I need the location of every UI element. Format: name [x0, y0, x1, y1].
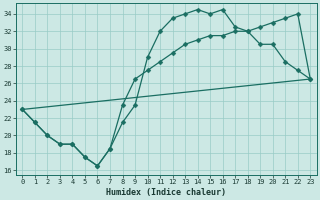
X-axis label: Humidex (Indice chaleur): Humidex (Indice chaleur) [106, 188, 226, 197]
